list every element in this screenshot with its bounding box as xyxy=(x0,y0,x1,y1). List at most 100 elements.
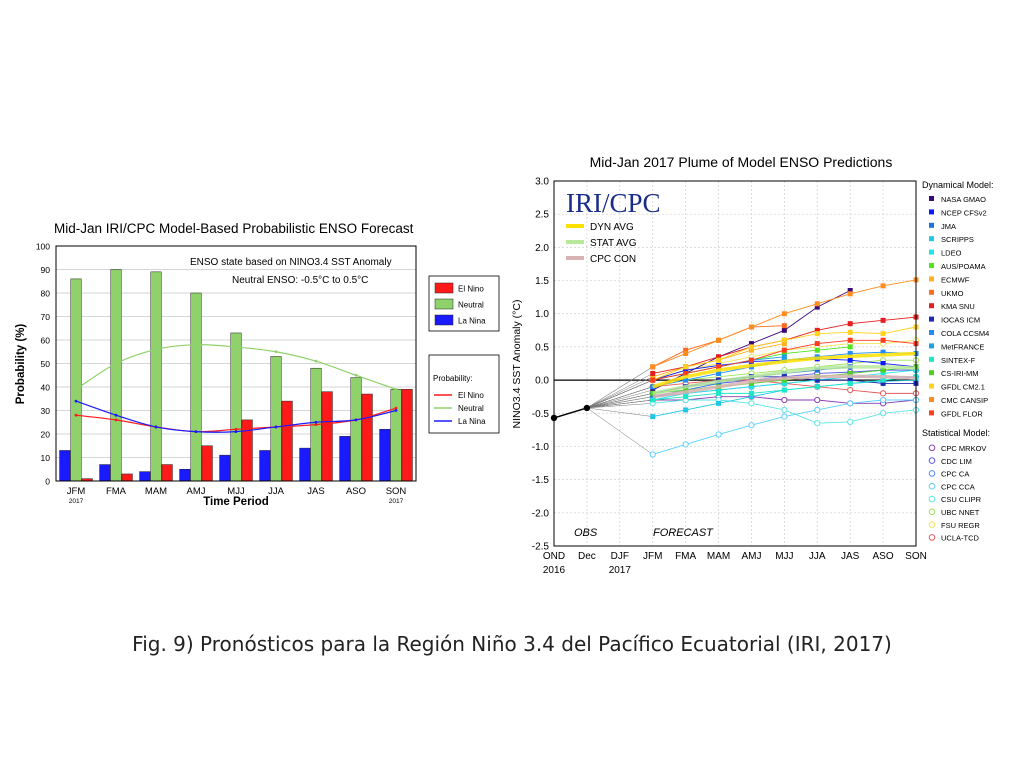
connector-line xyxy=(586,403,653,409)
climatology-lines xyxy=(74,343,398,434)
dynamical-model-marker xyxy=(650,387,656,393)
forecast-label: FORECAST xyxy=(653,527,714,539)
statistical-model-marker xyxy=(847,386,854,394)
x-tick-label: MJJ xyxy=(227,486,245,497)
y-tick-label: 0.0 xyxy=(535,376,549,387)
y-tick-label: -2.5 xyxy=(532,542,550,553)
legend-label: El Nino xyxy=(458,285,484,294)
connector-line xyxy=(586,393,653,409)
statistical-legend-label: UBC NNET xyxy=(941,508,980,517)
plume-y-tick-labels: -2.5 -2.0 -1.5 -1.0 -0.5 0.0 0.5 1.0 1.5 2.0 2.5 3.… xyxy=(532,177,550,553)
x-tick-label: JAS xyxy=(307,486,324,497)
statistical-legend-label: UCLA-TCD xyxy=(941,534,980,543)
climatology-point xyxy=(114,362,118,365)
dynamical-model-marker xyxy=(683,394,689,400)
dynamical-model-marker xyxy=(814,327,820,333)
annotation-line-1: ENSO state based on NINO3.4 SST Anomaly xyxy=(190,257,392,268)
y-tick-label: 60 xyxy=(41,336,51,346)
statistical-model-marker xyxy=(814,396,821,404)
statistical-model-marker xyxy=(715,431,722,438)
dynamical-legend-label: GFDL CM2.1 xyxy=(941,383,985,392)
dynamical-legend-label: LDEO xyxy=(941,249,962,258)
statistical-legend-marker xyxy=(928,470,936,477)
dynamical-model-marker xyxy=(650,377,656,383)
plume-plot-frame xyxy=(553,180,917,547)
dynamical-model-marker xyxy=(847,377,853,383)
dynamical-model-marker xyxy=(748,380,754,386)
legend-label: La Nina xyxy=(458,317,486,326)
connector-line xyxy=(586,389,653,409)
dynamical-legend-marker xyxy=(929,343,934,349)
statistical-legend-marker xyxy=(928,521,936,528)
y-tick-label: 3.0 xyxy=(535,177,549,188)
dynamical-legend-marker xyxy=(929,249,934,255)
statistical-model-marker xyxy=(879,410,887,417)
dynamical-model-marker xyxy=(748,357,754,363)
dynamical-model-marker xyxy=(683,407,689,413)
dynamical-model-marker xyxy=(814,331,820,337)
dynamical-model-marker xyxy=(781,354,787,360)
statistical-model-marker xyxy=(781,396,788,404)
y-tick-label: 0.5 xyxy=(535,342,549,353)
statistical-legend-label: FSU REGR xyxy=(941,521,980,530)
dynamical-legend-label: UKMO xyxy=(941,289,964,298)
dynamical-model-marker xyxy=(847,288,853,293)
dynamical-model-marker xyxy=(880,361,886,366)
climatology-legend-label: El Nino xyxy=(458,391,484,400)
x-tick-label: FMA xyxy=(106,486,127,497)
dynamical-legend-marker xyxy=(929,356,934,362)
dynamical-model-marker xyxy=(781,387,787,393)
y-tick-label: 30 xyxy=(41,406,51,416)
dynamical-model-marker xyxy=(716,390,722,396)
dynamical-model-marker xyxy=(781,377,787,383)
dynamical-model-marker xyxy=(781,311,787,317)
climatology-point xyxy=(114,418,118,422)
series-legend: El Nino Neutral La Nina xyxy=(428,275,500,332)
statistical-legend-title: Statistical Model: xyxy=(922,428,990,438)
dynamical-model-marker xyxy=(880,377,886,383)
y-tick-label: 50 xyxy=(41,359,51,369)
statistical-legend-marker xyxy=(928,508,936,516)
y-tick-label: 10 xyxy=(41,453,51,463)
legend-swatch xyxy=(434,314,454,326)
statistical-legend-label: CSU CLIPR xyxy=(941,495,982,504)
figure-caption: Fig. 9) Pronósticos para la Región Niño … xyxy=(132,632,892,656)
x-tick-label: AMJ xyxy=(741,551,761,562)
climatology-point xyxy=(314,420,318,424)
statistical-model-marker xyxy=(748,422,755,429)
dynamical-model-marker xyxy=(748,344,754,350)
plume-gridlines xyxy=(553,180,917,547)
dynamical-model-marker xyxy=(781,351,787,357)
plot-frame xyxy=(55,245,417,482)
climatology-point xyxy=(354,373,358,377)
x-tick-label: Dec xyxy=(578,551,596,562)
dynamical-model-marker xyxy=(650,364,656,370)
statistical-model-marker xyxy=(781,413,788,420)
y-tick-label: -1.5 xyxy=(532,475,550,486)
x-tick-label: AMJ xyxy=(187,486,206,497)
dynamical-legend-marker xyxy=(929,410,934,416)
dynamical-model-marker xyxy=(814,304,820,310)
statistical-legend-marker xyxy=(928,444,936,452)
climatology-point xyxy=(154,348,158,351)
dynamical-legend-marker xyxy=(929,276,934,282)
chart-title: Mid-Jan IRI/CPC Model-Based Probabilisti… xyxy=(54,221,414,236)
dynamical-model-marker xyxy=(781,380,787,386)
statistical-model-marker xyxy=(879,390,887,397)
y-tick-label: 90 xyxy=(41,265,51,275)
dynamical-legend-label: JMA xyxy=(941,222,956,231)
x-tick-label: ASO xyxy=(346,486,366,497)
dynamical-model-marker xyxy=(650,374,656,380)
statistical-model-marker xyxy=(847,418,854,425)
dynamical-model-marker xyxy=(814,384,820,390)
observed-series xyxy=(550,404,591,422)
dynamical-legend-label: COLA CCSM4 xyxy=(941,329,989,338)
dynamical-model-marker xyxy=(847,329,853,335)
dynamical-model-marker xyxy=(716,387,722,393)
dynamical-model-marker xyxy=(847,291,853,297)
dynamical-legend-marker xyxy=(929,330,934,335)
statistical-model-marker xyxy=(682,441,689,448)
dynamical-model-marker xyxy=(716,337,722,343)
x-tick-label: JFM xyxy=(643,551,662,562)
